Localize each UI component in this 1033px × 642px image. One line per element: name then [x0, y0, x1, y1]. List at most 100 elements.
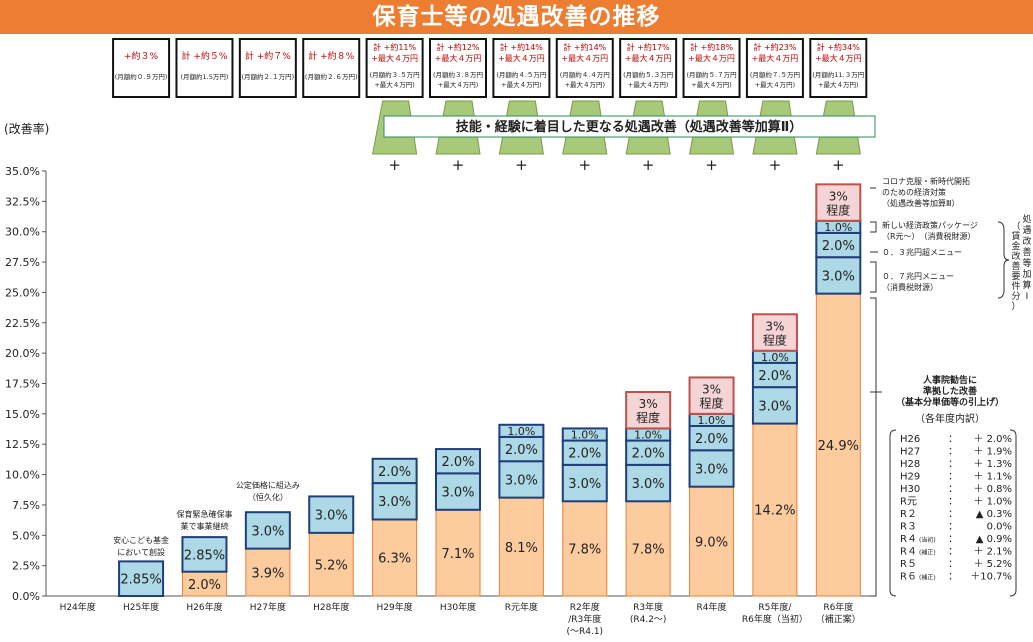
- bar-segment-pink: [688, 376, 735, 415]
- breakdown-value: ＋ 1.3%: [973, 459, 1012, 470]
- bar-value-label: 2.0%: [632, 447, 665, 462]
- y-tick-label: 20.0%: [5, 347, 40, 360]
- bar-segment-blue: [181, 536, 228, 573]
- box-monthly: (月額約２.６万円): [305, 72, 358, 81]
- note-brace-label-sub: 分: [1011, 291, 1020, 302]
- breakdown-sep: ：: [948, 484, 958, 495]
- box-total: 計 +約14%: [563, 42, 606, 52]
- note-corona: コロナ克服・新時代開拓: [882, 176, 970, 186]
- brace: [997, 221, 1010, 299]
- note-brace-label: 算: [1022, 279, 1031, 291]
- bar-value-label: 5.2%: [315, 558, 348, 573]
- improvement-box: [112, 38, 171, 98]
- bar-value-label: 3.0%: [378, 495, 411, 510]
- note-brace-label-sub: 賃: [1011, 230, 1020, 242]
- breakdown-title: （各年度内訳）: [915, 412, 985, 425]
- bar-value-label: 8.1%: [505, 541, 538, 556]
- box-monthly-max: +最大４万円): [818, 80, 858, 89]
- bar-value-label: 3.0%: [505, 473, 538, 488]
- y-tick-label: 7.5%: [12, 499, 40, 512]
- connector: [870, 392, 877, 597]
- x-tick-label: H29年度: [376, 601, 412, 613]
- breakdown-value: ＋ 0.8%: [973, 484, 1012, 495]
- x-tick-label: H28年度: [313, 601, 349, 613]
- bar-value-label: 1.0%: [824, 221, 852, 234]
- bar-segment-blue: [561, 463, 608, 503]
- box-monthly: (月額約３.５万円: [370, 70, 420, 79]
- x-tick-label: R2年度: [570, 601, 600, 613]
- breakdown-value: ＋ 1.9%: [973, 447, 1012, 458]
- connector: [870, 297, 877, 393]
- bar-segment-base: [625, 500, 671, 597]
- x-tick-label: （補正案）: [816, 613, 861, 625]
- annotation-h25: 安心こども基金: [113, 535, 169, 545]
- breakdown-sep: ：: [948, 472, 958, 483]
- box-monthly: (月額約２.１万円): [242, 72, 295, 81]
- plus-sign: +: [832, 156, 845, 174]
- x-tick-label: R6年度（当初）: [742, 613, 808, 625]
- breakdown-value: ＋ 5.2%: [973, 559, 1012, 570]
- bar-segment-pink: [625, 391, 672, 430]
- bar-segment-pink: [815, 183, 862, 222]
- x-tick-label: H30年度: [440, 601, 476, 613]
- bar-segment-blue: [561, 439, 608, 466]
- improvement-box: [809, 38, 868, 98]
- x-tick-label: H27年度: [250, 601, 286, 613]
- plus-sign: +: [515, 156, 528, 174]
- bar-value-label: 程度: [636, 410, 660, 425]
- y-tick-label: 27.5%: [5, 256, 40, 269]
- box-monthly: (月額約３.８万円: [433, 70, 483, 79]
- bar-segment-blue: [688, 449, 735, 488]
- y-tick-label: 5.0%: [12, 529, 40, 542]
- y-tick-label: 10.0%: [5, 469, 40, 482]
- breakdown-sep: ：: [948, 559, 958, 570]
- improvement-box: [745, 38, 804, 98]
- bar-value-label: 3%: [829, 190, 848, 204]
- breakdown-year: H27: [900, 447, 920, 458]
- bar-value-label: 1.0%: [634, 429, 662, 442]
- skill-banner-text: 技能・経験に着目した更なる処遇改善（処遇改善等加算Ⅱ）: [456, 119, 803, 135]
- breakdown-year: R４: [900, 534, 917, 545]
- breakdown-sep: ：: [948, 434, 958, 445]
- breakdown-value: ▲ 0.9%: [976, 534, 1012, 545]
- bar-segment-pink: [751, 313, 798, 352]
- title-banner: [0, 0, 1033, 34]
- breakdown-year-sub: (補正): [919, 549, 936, 557]
- breakdown-value: ＋10.7%: [970, 572, 1012, 583]
- note-menu-07: （消費税財源）: [882, 282, 938, 292]
- box-total: 計 +約７%: [245, 50, 291, 62]
- note-menu-03: ０．３兆円超メニュー: [882, 247, 962, 257]
- note-brace-label: 処: [1022, 213, 1031, 225]
- box-max: +最大４万円: [371, 53, 418, 63]
- breakdown-sep: ：: [948, 447, 958, 458]
- bar-value-label: 3.0%: [695, 462, 728, 477]
- bar-value-label: 2.0%: [505, 443, 538, 458]
- box-total: 計 +約８%: [308, 50, 354, 62]
- bar-value-label: 3.0%: [568, 477, 601, 492]
- box-monthly-max: +最大４万円): [755, 80, 795, 89]
- bar-segment-base: [498, 497, 544, 597]
- x-tick-label: R5年度/: [758, 601, 792, 613]
- breakdown-value: ▲ 0.3%: [976, 509, 1012, 520]
- breakdown-year: R６: [900, 572, 917, 583]
- bar-segment-blue: [118, 560, 165, 598]
- box-total: 計 +約18%: [690, 42, 733, 52]
- note-brace-label-sub: （: [1011, 221, 1020, 232]
- bar-segment-base: [815, 293, 861, 597]
- bar-segment-blue: [244, 511, 291, 550]
- box-max: +最大４万円: [688, 53, 735, 63]
- y-tick-label: 15.0%: [5, 408, 40, 421]
- bar-value-label: 3.0%: [758, 399, 791, 414]
- breakdown-sep: ：: [948, 497, 958, 508]
- breakdown-value: ＋ 1.0%: [973, 497, 1012, 508]
- plus-sign: +: [388, 156, 401, 174]
- connector: [870, 221, 877, 233]
- note-brace-label-sub: 要: [1011, 271, 1020, 282]
- bar-segment-blue: [751, 386, 798, 425]
- annotation-h26: 業で事業継続: [180, 521, 228, 531]
- bar-value-label: 3.0%: [315, 509, 348, 524]
- bar-value-label: 1.0%: [761, 351, 789, 364]
- bar-value-label: 2.85%: [184, 548, 225, 563]
- note-new-package: 新しい経済政策パッケージ: [882, 220, 978, 230]
